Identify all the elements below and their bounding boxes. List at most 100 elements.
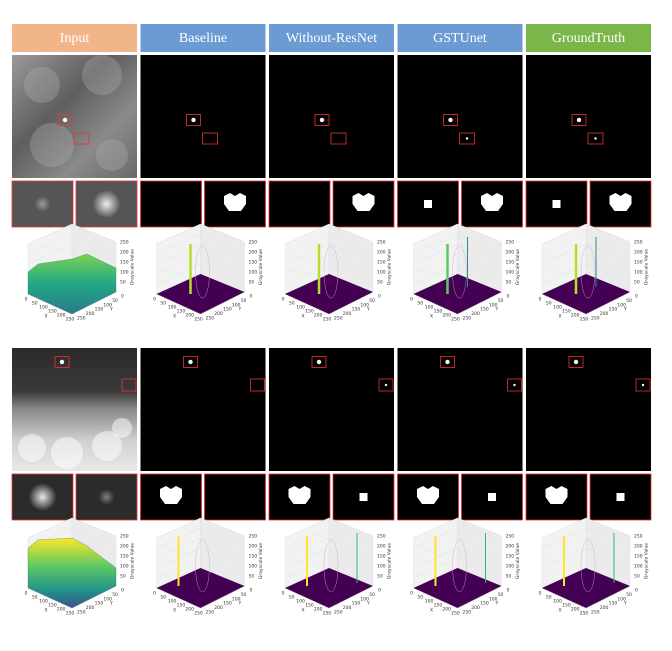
x-tick-label: 50	[289, 301, 295, 307]
grid-line	[156, 517, 245, 539]
y-tick-label: 0	[250, 294, 253, 300]
x-tick-label: 200	[57, 313, 66, 319]
z-axis-label: Grayscale Value	[644, 249, 650, 285]
grid-line	[284, 253, 374, 275]
grid-line	[156, 527, 245, 549]
target	[573, 359, 579, 365]
target	[445, 359, 450, 365]
x-tick-label: 0	[282, 297, 285, 303]
spike	[177, 536, 180, 586]
axis-line	[328, 291, 374, 315]
z-tick-label: 250	[506, 534, 515, 540]
crop-blob	[552, 200, 561, 208]
y-tick-label: 250	[206, 610, 215, 616]
x-tick-label: 150	[48, 603, 57, 609]
x-tick-label: 150	[305, 309, 314, 315]
y-tick-label: 0	[250, 588, 253, 594]
image-panel	[526, 55, 651, 178]
target	[62, 117, 68, 123]
axis-line	[585, 291, 631, 315]
x-tick-label: 50	[32, 301, 38, 307]
z-tick-label: 250	[377, 534, 386, 540]
zoom-crop	[589, 473, 652, 521]
z-tick-label: 50	[249, 574, 255, 580]
grid-line	[413, 557, 502, 579]
z-tick-label: 50	[120, 280, 126, 286]
x-axis-label: X	[558, 314, 561, 320]
target-box	[54, 356, 70, 368]
x-tick-label: 250	[451, 317, 460, 323]
target-box	[443, 114, 458, 126]
x-tick-label: 150	[562, 309, 571, 315]
guide-ring	[452, 245, 467, 299]
axis-line	[457, 585, 502, 609]
grid-line	[156, 557, 245, 579]
grid-line	[541, 243, 631, 265]
z-tick-label: 150	[249, 554, 258, 560]
z-tick-label: 50	[634, 280, 640, 286]
target-box	[635, 378, 651, 392]
y-tick-label: 100	[232, 302, 241, 308]
grid-line	[413, 547, 502, 569]
grid-line	[156, 537, 245, 559]
column-header	[140, 24, 266, 52]
grid-line	[541, 517, 631, 539]
target-box	[121, 378, 137, 392]
grid-line	[413, 517, 502, 539]
y-tick-label: 100	[489, 302, 498, 308]
y-tick-label: 250	[463, 610, 472, 616]
x-tick-label: 150	[434, 603, 443, 609]
texture	[30, 123, 74, 167]
axis-line	[71, 585, 117, 609]
z-tick-label: 250	[249, 240, 258, 246]
y-tick-label: 50	[369, 592, 375, 598]
crop-blob	[481, 193, 503, 211]
target	[316, 359, 322, 365]
crop-blob	[34, 196, 51, 212]
y-tick-label: 150	[95, 601, 104, 607]
z-tick-label: 100	[377, 270, 386, 276]
target-box	[568, 356, 584, 368]
guide-ring	[323, 539, 339, 593]
z-axis-label: Grayscale Value	[258, 249, 264, 285]
z-tick-label: 50	[506, 280, 512, 286]
zoom-crop	[11, 180, 74, 228]
y-tick-label: 100	[360, 302, 369, 308]
y-tick-label: 50	[498, 592, 504, 598]
target	[594, 137, 597, 140]
y-tick-label: 0	[635, 588, 638, 594]
y-tick-label: 50	[369, 298, 375, 304]
z-tick-label: 200	[377, 250, 386, 256]
y-tick-label: 250	[77, 610, 86, 616]
grid-line	[156, 223, 245, 245]
z-tick-label: 200	[249, 250, 258, 256]
image-panel	[140, 348, 266, 471]
y-tick-label: 100	[617, 596, 626, 602]
x-axis-label: X	[44, 608, 47, 614]
z-tick-label: 50	[506, 574, 512, 580]
y-tick-label: 100	[232, 596, 241, 602]
x-tick-label: 0	[410, 591, 413, 597]
z-tick-label: 250	[634, 534, 643, 540]
x-tick-label: 0	[25, 591, 28, 597]
target	[188, 359, 193, 365]
z-tick-label: 250	[120, 534, 129, 540]
grid-line	[413, 537, 502, 559]
target-box	[73, 132, 90, 145]
z-tick-label: 150	[634, 554, 643, 560]
texture	[24, 67, 60, 103]
z-tick-label: 50	[120, 574, 126, 580]
y-tick-label: 200	[471, 605, 480, 611]
grid-line	[284, 557, 374, 579]
x-tick-label: 0	[25, 297, 28, 303]
z-tick-label: 150	[249, 260, 258, 266]
y-tick-label: 200	[86, 605, 95, 611]
y-tick-label: 50	[112, 592, 118, 598]
texture	[18, 434, 46, 462]
z-tick-label: 50	[377, 280, 383, 286]
z-tick-label: 100	[634, 270, 643, 276]
z-tick-label: 200	[377, 544, 386, 550]
target-box	[440, 356, 455, 368]
z-axis-label: Grayscale Value	[387, 543, 393, 579]
grid-line	[541, 547, 631, 569]
